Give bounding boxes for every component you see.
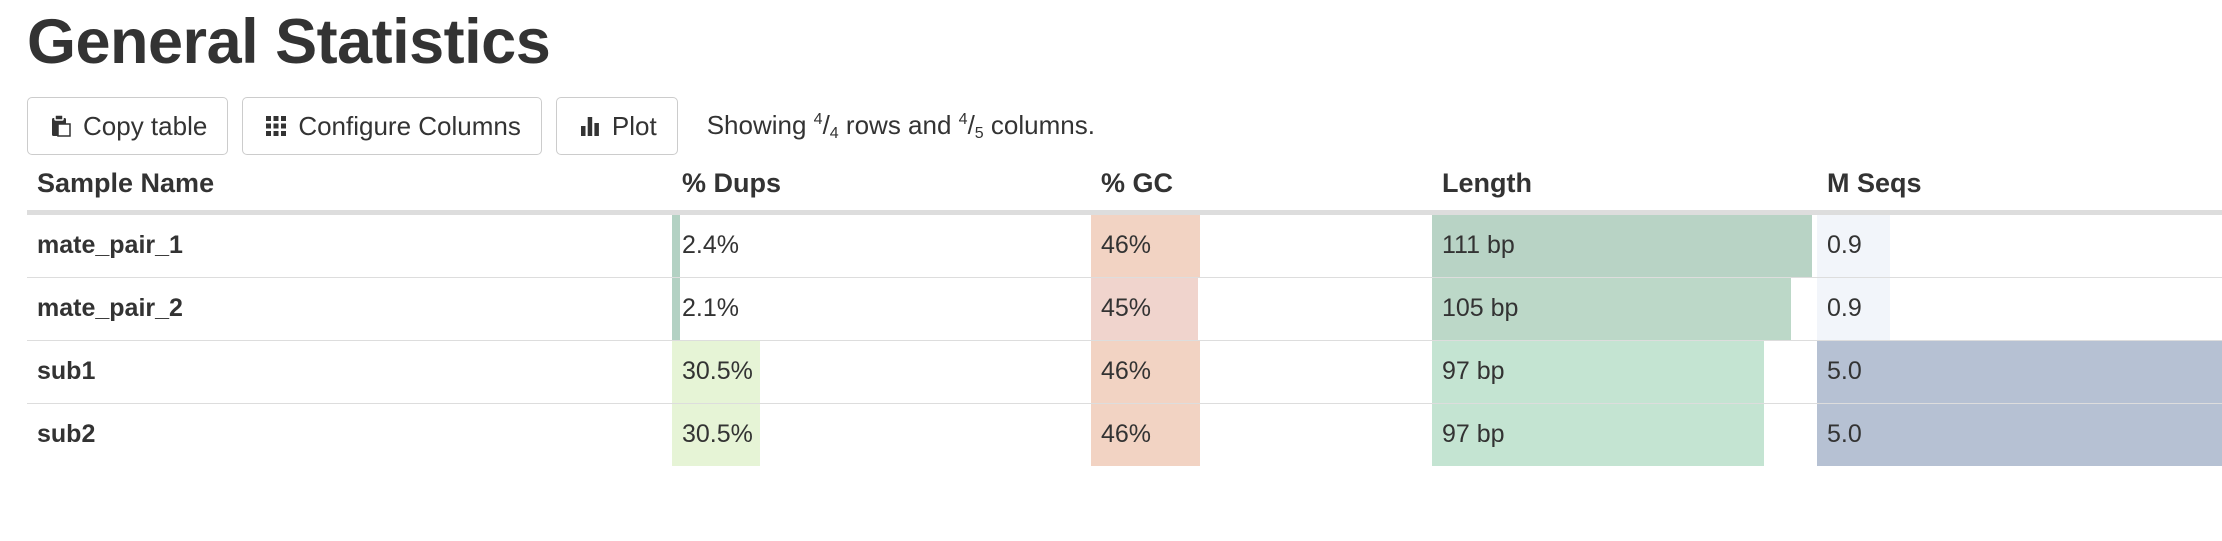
showing-summary: Showing 4/4 rows and 4/5 columns. [706,109,1095,142]
column-header-dups[interactable]: % Dups [672,158,1091,215]
gc-cell: 46% [1091,402,1432,466]
length-cell: 111 bp [1432,211,1817,277]
length-bar [1432,277,1792,340]
plot-button[interactable]: Plot [555,97,678,155]
mseqs-value: 0.9 [1827,230,1862,259]
dups-bar [672,277,680,340]
table-row: sub1 30.5% 46% 97 bp 5.0 [27,339,2222,403]
gc-bar [1091,340,1201,403]
dups-value: 2.4% [682,230,739,259]
length-cell: 97 bp [1432,339,1817,403]
length-cell: 97 bp [1432,402,1817,466]
copy-table-button[interactable]: Copy table [27,97,229,155]
table-row: mate_pair_1 2.4% 46% 111 bp 0.9 [27,211,2222,277]
column-header-length[interactable]: Length [1432,158,1817,215]
gc-value: 46% [1101,230,1152,259]
table-row: sub2 30.5% 46% 97 bp 5.0 [27,402,2222,466]
dups-bar [672,340,761,403]
dups-bar [672,403,761,466]
table-row: mate_pair_2 2.1% 45% 105 bp 0.9 [27,276,2222,340]
gc-cell: 46% [1091,211,1432,277]
column-header-sample-name[interactable]: Sample Name [27,158,672,215]
sample-name-cell: mate_pair_2 [27,276,672,340]
dups-value: 2.1% [682,293,739,322]
bar-chart-icon [577,113,603,139]
columns-fraction: 4/5 [958,109,984,142]
column-header-gc[interactable]: % GC [1091,158,1432,215]
mseqs-cell: 5.0 [1817,402,2222,466]
gc-bar [1091,214,1201,277]
mseqs-cell: 0.9 [1817,211,2222,277]
length-bar [1432,403,1765,466]
sample-name-cell: mate_pair_1 [27,211,672,277]
gc-cell: 45% [1091,276,1432,340]
mseqs-value: 5.0 [1827,419,1862,448]
dups-value: 30.5% [682,356,753,385]
configure-columns-button[interactable]: Configure Columns [242,97,542,155]
dups-cell: 2.4% [672,211,1091,277]
mseqs-value: 0.9 [1827,293,1862,322]
dups-cell: 30.5% [672,402,1091,466]
sample-name-cell: sub2 [27,402,672,466]
dups-bar [672,214,680,277]
dups-value: 30.5% [682,419,753,448]
sample-name-cell: sub1 [27,339,672,403]
length-value: 97 bp [1442,419,1505,448]
page-title: General Statistics [27,7,551,77]
length-value: 97 bp [1442,356,1505,385]
length-bar [1432,214,1812,277]
length-value: 111 bp [1442,230,1515,259]
mseqs-cell: 5.0 [1817,339,2222,403]
mseqs-bar [1817,340,2222,403]
general-statistics-table: Sample Name % Dups % GC Length M Seqs ma… [27,158,2222,466]
mseqs-bar [1817,277,1891,340]
dups-cell: 30.5% [672,339,1091,403]
mseqs-bar [1817,214,1891,277]
length-bar [1432,340,1765,403]
plot-label: Plot [611,110,657,141]
dups-cell: 2.1% [672,276,1091,340]
mseqs-value: 5.0 [1827,356,1862,385]
clipboard-icon [48,113,74,139]
gc-bar [1091,277,1199,340]
rows-fraction: 4/4 [813,109,839,142]
mseqs-cell: 0.9 [1817,276,2222,340]
gc-bar [1091,403,1201,466]
copy-table-label: Copy table [83,110,208,141]
gc-value: 46% [1101,419,1152,448]
gc-value: 46% [1101,356,1152,385]
table-toolbar: Copy table Configure Columns [27,97,1095,155]
mseqs-bar [1817,403,2222,466]
length-cell: 105 bp [1432,276,1817,340]
gc-value: 45% [1101,293,1152,322]
grid-icon [263,113,289,139]
configure-columns-label: Configure Columns [298,110,521,141]
length-value: 105 bp [1442,293,1519,322]
column-header-mseqs[interactable]: M Seqs [1817,158,2222,215]
gc-cell: 46% [1091,339,1432,403]
table-header-row: Sample Name % Dups % GC Length M Seqs [27,158,2222,215]
